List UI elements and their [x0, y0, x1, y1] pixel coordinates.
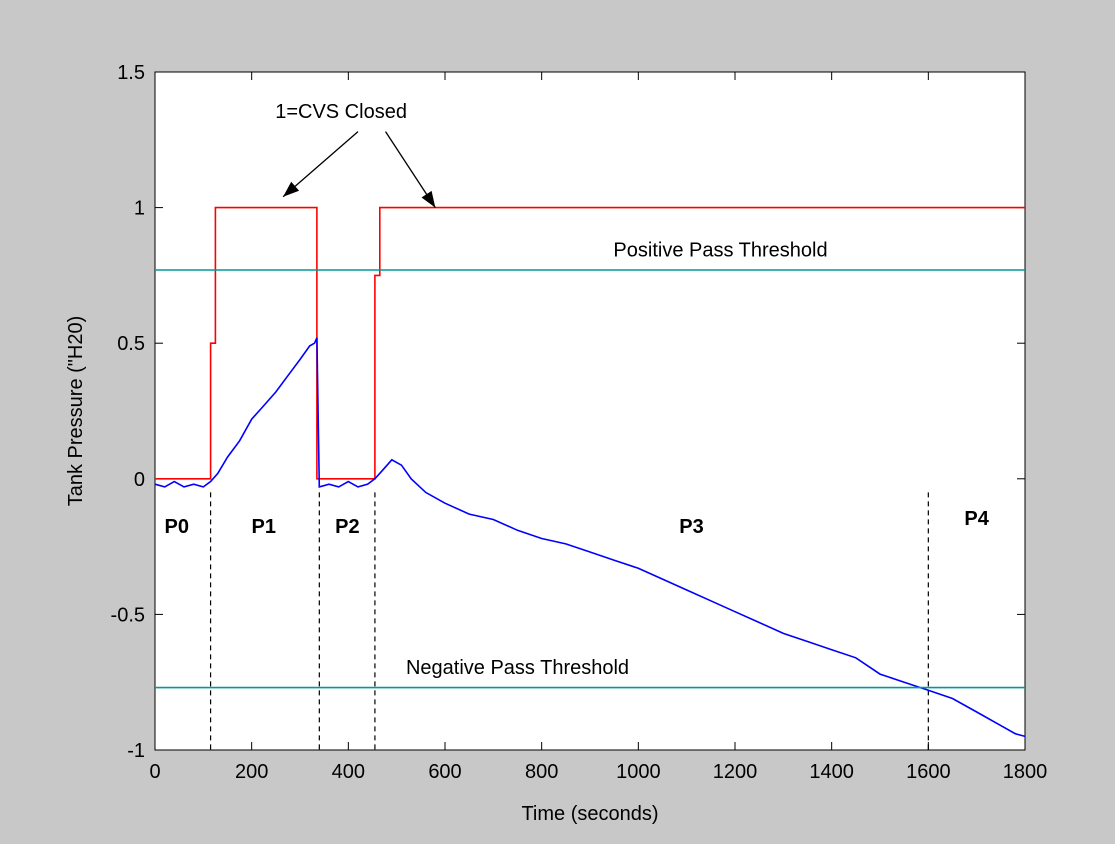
y-tick-label: -0.5	[111, 604, 145, 626]
y-tick-label: 0.5	[117, 333, 145, 355]
x-tick-label: 1200	[713, 761, 758, 783]
x-tick-label: 400	[332, 761, 365, 783]
annotation-arrow	[282, 131, 359, 198]
annotation-label: Negative Pass Threshold	[406, 657, 629, 679]
x-tick-label: 1600	[906, 761, 951, 783]
phase-label: P0	[165, 516, 189, 538]
plot-area	[154, 71, 1026, 751]
series-line-1	[154, 337, 1026, 738]
x-tick-label: 800	[525, 761, 558, 783]
annotation-arrowhead	[421, 190, 436, 208]
x-tick-label: 200	[235, 761, 268, 783]
y-tick-label: 0	[134, 469, 145, 491]
x-tick-label: 0	[149, 761, 160, 783]
phase-label: P3	[679, 516, 703, 538]
series-line-0	[155, 206, 1025, 480]
x-tick-label: 1800	[1003, 761, 1048, 783]
phase-label: P1	[252, 516, 276, 538]
x-tick-label: 1400	[809, 761, 854, 783]
phase-label: P2	[335, 516, 359, 538]
annotation-label: Positive Pass Threshold	[613, 239, 827, 261]
y-axis-label: Tank Pressure ("H20)	[65, 316, 87, 507]
x-axis-label: Time (seconds)	[521, 803, 658, 825]
phase-label: P4	[964, 508, 989, 530]
y-tick-label: 1	[134, 198, 145, 220]
y-tick-label: -1	[127, 740, 145, 762]
annotation-label: 1=CVS Closed	[275, 101, 407, 123]
annotation-arrowhead	[283, 181, 300, 197]
x-tick-label: 600	[428, 761, 461, 783]
x-tick-label: 1000	[616, 761, 661, 783]
y-tick-label: 1.5	[117, 62, 145, 84]
